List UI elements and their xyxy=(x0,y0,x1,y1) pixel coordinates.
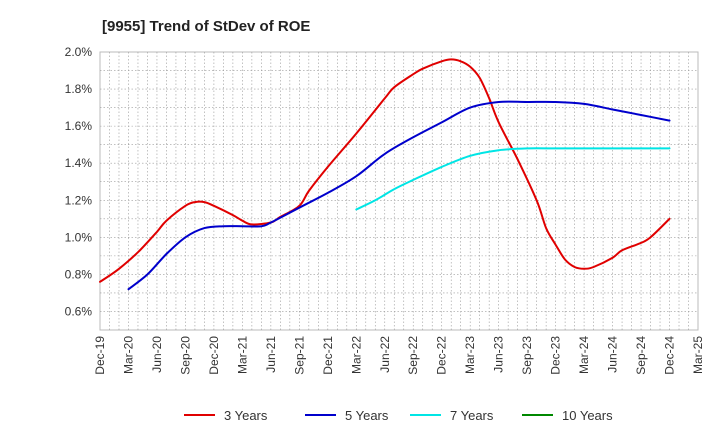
y-tick-label: 1.6% xyxy=(65,119,93,133)
grid-lines xyxy=(100,52,698,330)
x-tick-label: Dec-21 xyxy=(321,336,335,375)
y-tick-label: 1.4% xyxy=(65,156,93,170)
x-tick-label: Jun-23 xyxy=(492,336,506,373)
x-tick-label: Mar-25 xyxy=(691,336,705,374)
legend-label: 10 Years xyxy=(562,408,613,423)
y-tick-label: 2.0% xyxy=(65,45,93,59)
x-tick-label: Sep-20 xyxy=(178,336,192,375)
x-tick-label: Dec-20 xyxy=(207,336,221,375)
series-line-1 xyxy=(99,58,671,283)
x-tick-label: Mar-20 xyxy=(121,336,135,374)
series-line-3 xyxy=(355,147,671,211)
legend-label: 5 Years xyxy=(345,408,389,423)
plot-area xyxy=(99,51,699,331)
x-tick-label: Jun-20 xyxy=(150,336,164,373)
y-tick-label: 0.6% xyxy=(65,304,93,318)
legend-label: 3 Years xyxy=(224,408,268,423)
x-tick-label: Sep-21 xyxy=(292,336,306,375)
legend-label: 7 Years xyxy=(450,408,494,423)
chart-title: [9955] Trend of StDev of ROE xyxy=(102,18,310,35)
x-tick-label: Mar-22 xyxy=(349,336,363,374)
x-tick-label: Sep-23 xyxy=(520,336,534,375)
x-tick-label: Mar-23 xyxy=(463,336,477,374)
x-axis-ticks: Dec-19 Mar-20 Jun-20 Sep-20 Dec-20 Mar-21 Jun-… xyxy=(93,336,705,375)
x-tick-label: Jun-22 xyxy=(378,336,392,373)
x-tick-label: Dec-19 xyxy=(93,336,107,375)
y-tick-label: 1.0% xyxy=(65,230,93,244)
series-line-2 xyxy=(127,100,671,291)
y-axis-ticks: 0.6% 0.8% 1.0% 1.2% 1.4% 1.6% 1.8% 2.0% xyxy=(65,45,93,318)
x-tick-label: Dec-24 xyxy=(663,336,677,375)
x-tick-label: Dec-22 xyxy=(435,336,449,375)
x-tick-label: Mar-24 xyxy=(577,336,591,374)
legend: 3 Years 5 Years 7 Years 10 Years xyxy=(184,408,613,423)
x-tick-label: Sep-24 xyxy=(634,336,648,375)
y-tick-label: 1.8% xyxy=(65,82,93,96)
x-tick-label: Mar-21 xyxy=(235,336,249,374)
y-tick-label: 1.2% xyxy=(65,193,93,207)
x-tick-label: Jun-24 xyxy=(606,336,620,373)
y-tick-label: 0.8% xyxy=(65,267,93,281)
x-tick-label: Sep-22 xyxy=(406,336,420,375)
series-lines xyxy=(99,58,671,291)
x-tick-label: Dec-23 xyxy=(549,336,563,375)
x-tick-label: Jun-21 xyxy=(264,336,278,373)
